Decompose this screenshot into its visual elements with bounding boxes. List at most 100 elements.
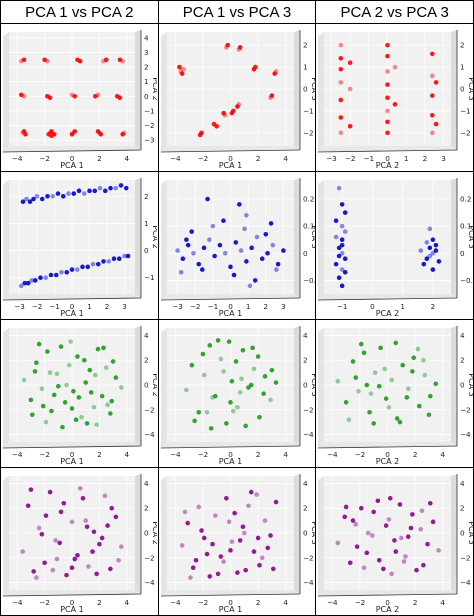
data-point	[71, 191, 77, 196]
data-point	[399, 535, 404, 541]
x-axis-line	[160, 445, 300, 449]
plot-cell-r0-c0: −4 −2 0 2 4 −3 −2 −1 0 1 2 3 4 PCA 1 PCA 2	[0, 23, 159, 172]
data-point	[231, 272, 236, 278]
y-axis-label: PCA 3	[310, 373, 316, 397]
data-point	[111, 256, 117, 262]
data-point	[269, 93, 274, 98]
data-point	[50, 567, 56, 573]
data-point	[370, 533, 375, 538]
data-point	[392, 102, 398, 107]
data-point	[95, 92, 101, 98]
data-point	[69, 565, 75, 570]
data-point	[433, 248, 439, 253]
data-point	[243, 259, 249, 264]
data-point	[113, 514, 119, 520]
side-pane	[3, 328, 9, 448]
data-point	[431, 519, 436, 525]
data-point	[116, 557, 121, 563]
data-point	[109, 398, 115, 404]
x-tick-label: 0	[228, 450, 233, 459]
data-point	[25, 280, 31, 286]
data-point	[344, 400, 349, 405]
x-tick-label: −2	[190, 302, 201, 311]
x-axis-line	[2, 149, 142, 153]
data-point	[36, 525, 42, 531]
data-point	[117, 57, 123, 63]
data-point	[338, 56, 344, 61]
x-tick-label: −2	[355, 450, 366, 459]
y-tick-label: 4	[303, 479, 308, 488]
y-tick-label: 2	[144, 192, 149, 201]
x-tick-label: −2	[32, 302, 43, 311]
plot-cell-r0-c1: −4 −2 0 2 4 −2 −1 0 1 2 PCA 1 PCA 3	[157, 23, 317, 172]
data-point	[31, 196, 36, 202]
data-point	[125, 253, 131, 259]
x-axis-label: PCA 1	[218, 161, 242, 170]
data-point	[251, 549, 256, 554]
data-point	[368, 391, 374, 396]
data-point	[79, 414, 84, 420]
data-point	[362, 565, 367, 570]
data-point	[76, 395, 82, 400]
data-point	[248, 489, 254, 495]
y-tick-label: 0	[303, 529, 308, 538]
data-point	[269, 367, 274, 373]
data-point	[49, 129, 54, 134]
data-point	[265, 545, 270, 551]
data-point	[343, 229, 348, 234]
data-point	[21, 94, 27, 99]
y-tick-label: 0	[144, 529, 149, 538]
data-point	[51, 132, 57, 137]
data-point	[211, 253, 217, 259]
y-tick-label: 0	[303, 249, 308, 258]
y-tick-label: −1	[460, 106, 471, 115]
data-point	[45, 193, 50, 199]
side-pane	[160, 180, 167, 300]
data-point	[92, 372, 98, 378]
x-tick-label: −2	[197, 450, 208, 459]
y-axis-label: PCA 3	[310, 225, 316, 249]
data-point	[95, 261, 101, 267]
scatter-plot-blue-pca2-vs-pca3: −1 0 1 2 −0.1 0 0.1 0.2 PCA 2 PCA 3	[318, 178, 473, 318]
y-tick-label: 0.2	[303, 195, 314, 204]
y-tick-label: −2	[303, 553, 314, 562]
x-tick-label: 3	[122, 302, 127, 311]
x-axis-line	[318, 445, 458, 449]
data-point	[190, 250, 196, 256]
data-point	[68, 339, 73, 344]
y-tick-label: −2	[460, 405, 471, 414]
data-point	[123, 185, 129, 191]
x-tick-label: 2	[255, 598, 260, 607]
data-point	[18, 283, 24, 289]
data-point	[90, 549, 95, 554]
data-point	[344, 504, 349, 510]
x-tick-label: −3	[326, 154, 337, 163]
data-point	[245, 503, 251, 509]
data-point	[263, 231, 268, 237]
data-point	[418, 526, 424, 532]
x-axis-line	[318, 297, 458, 301]
data-point	[43, 513, 49, 518]
data-point	[109, 505, 115, 511]
column-header-pca1-vs-pca2: PCA 1 vs PCA 2	[0, 0, 159, 24]
data-point	[64, 382, 69, 388]
y-tick-label: −0.1	[303, 276, 316, 285]
data-point	[389, 571, 395, 577]
data-point	[113, 185, 119, 191]
data-point	[259, 555, 265, 561]
data-point	[43, 419, 49, 425]
data-point	[103, 365, 109, 370]
data-point	[174, 248, 180, 253]
y-tick-label: 0.1	[460, 222, 471, 231]
y-tick-label: −2	[303, 405, 314, 414]
x-tick-label: 4	[124, 154, 129, 163]
y-tick-label: 4	[460, 479, 465, 488]
data-point	[176, 64, 182, 70]
data-point	[223, 496, 229, 501]
data-point	[99, 535, 105, 541]
data-point	[91, 529, 97, 535]
x-axis-line	[2, 593, 142, 597]
x-tick-label: 2	[413, 598, 418, 607]
y-tick-label: −2	[144, 121, 155, 130]
data-point	[259, 256, 265, 262]
